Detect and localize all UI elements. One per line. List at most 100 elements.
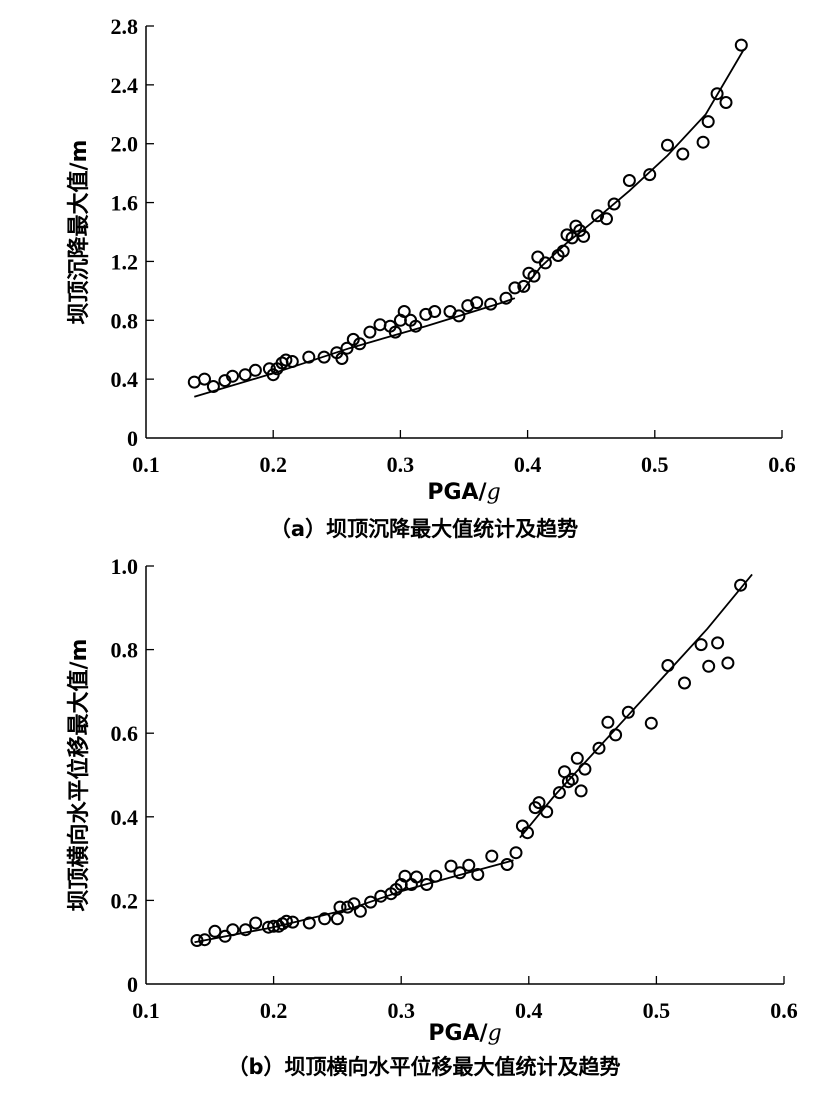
data-point — [249, 916, 263, 930]
data-point — [570, 751, 584, 765]
y-tick-label: 2.0 — [111, 132, 139, 157]
data-point — [409, 319, 423, 333]
data-point — [420, 878, 434, 891]
data-point — [341, 900, 355, 914]
trend-line-segment-2 — [520, 49, 745, 293]
y-tick-label: 2.8 — [111, 14, 139, 39]
data-point — [574, 784, 588, 798]
data-point — [318, 912, 332, 926]
y-tick-label: 0 — [127, 972, 138, 997]
y-tick-label: 2.4 — [111, 73, 139, 98]
data-point — [540, 805, 554, 819]
data-point — [353, 337, 367, 351]
data-point — [206, 380, 220, 393]
data-point — [552, 786, 566, 800]
data-point — [609, 728, 623, 742]
data-point — [600, 212, 613, 226]
trend-line-segment-2 — [519, 573, 753, 839]
data-point — [711, 636, 725, 650]
data-point — [710, 87, 724, 101]
y-axis-title: 坝顶横向水平位移最大值/m — [66, 639, 92, 912]
data-point — [508, 281, 522, 295]
data-point — [517, 279, 531, 293]
data-point — [661, 138, 674, 152]
data-point — [373, 318, 387, 332]
data-point — [719, 96, 733, 109]
data-point — [621, 705, 635, 719]
data-point — [353, 904, 367, 918]
data-point — [286, 915, 300, 929]
y-tick-label: 0.4 — [111, 367, 139, 392]
data-point — [218, 929, 232, 943]
data-point — [601, 715, 615, 729]
data-point — [565, 772, 579, 786]
data-point — [577, 229, 591, 243]
x-tick-label: 0.3 — [387, 998, 415, 1023]
data-point — [721, 656, 735, 670]
data-point — [363, 325, 377, 339]
y-tick-label: 0 — [127, 426, 138, 451]
data-point — [267, 919, 281, 933]
y-axis-title: 坝顶沉降最大值/m — [66, 140, 92, 325]
data-point — [333, 900, 347, 914]
data-point — [462, 858, 476, 872]
data-point — [694, 638, 708, 652]
trend-line-segment-1 — [194, 297, 516, 398]
x-tick-label: 0.2 — [259, 452, 287, 477]
data-point — [340, 341, 354, 355]
data-point — [484, 297, 498, 311]
chart-panel-b: 0.1 0.2 0.3 0.4 0.5 0.6 0 0.2 0.4 0.6 0.8 1.0 PGA/g 坝… — [66, 554, 798, 1079]
data-point — [248, 363, 262, 377]
x-axis-title: PGA/g — [427, 480, 500, 505]
data-point — [444, 859, 458, 873]
data-point — [470, 296, 484, 310]
x-tick-label: 0.6 — [770, 998, 798, 1023]
data-point — [500, 858, 514, 871]
figure-caption: （a）坝顶沉降最大值统计及趋势 — [270, 517, 578, 541]
data-point — [702, 659, 716, 673]
x-tick-label: 0.5 — [643, 998, 671, 1023]
data-point — [302, 350, 316, 364]
y-tick-label: 0.2 — [111, 888, 139, 913]
x-tick-label: 0.6 — [768, 452, 796, 477]
data-point — [701, 115, 715, 129]
data-point — [644, 716, 658, 730]
data-point — [678, 676, 691, 690]
data-point — [279, 353, 293, 367]
data-point — [226, 369, 239, 383]
y-tick-label: 0.4 — [111, 805, 139, 830]
data-point — [428, 305, 442, 318]
data-point — [578, 762, 592, 776]
y-tick-label: 1.0 — [111, 554, 139, 579]
data-point — [532, 796, 546, 810]
data-point — [453, 866, 467, 880]
x-tick-label: 0.2 — [260, 998, 288, 1023]
data-point — [696, 135, 710, 149]
chart-panel-a: 0.1 0.2 0.3 0.4 0.5 0.6 0 0.4 0.8 1.2 1.6 2.0 2.4 2.8… — [66, 14, 796, 541]
y-tick-label: 0.6 — [111, 721, 139, 746]
data-point — [419, 307, 433, 321]
data-point — [661, 659, 675, 672]
data-point — [643, 168, 657, 182]
data-point — [538, 256, 552, 270]
y-tick-label: 0.8 — [111, 308, 139, 333]
data-point — [531, 250, 545, 264]
data-point — [527, 269, 541, 283]
y-tick-label: 1.6 — [111, 191, 139, 216]
y-tick-label: 1.2 — [111, 249, 139, 274]
data-point — [347, 897, 361, 911]
data-point — [364, 895, 378, 909]
x-tick-label: 0.1 — [132, 998, 160, 1023]
x-tick-label: 0.3 — [387, 452, 415, 477]
data-point — [509, 846, 523, 860]
data-point — [330, 912, 344, 926]
data-point — [592, 741, 606, 755]
x-axis-title: PGA/g — [428, 1021, 501, 1046]
data-point — [676, 147, 690, 161]
x-tick-label: 0.4 — [514, 452, 542, 477]
data-point — [388, 325, 402, 339]
data-point — [429, 869, 443, 883]
data-point — [208, 924, 222, 938]
data-point — [734, 38, 748, 52]
